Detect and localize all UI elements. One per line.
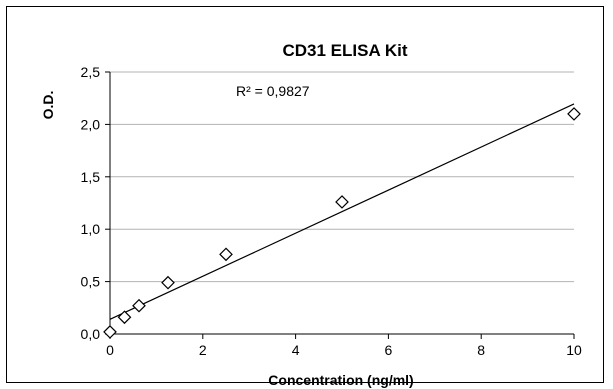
y-tick-label: 0,0 xyxy=(81,326,101,342)
data-point-diamond xyxy=(103,325,117,339)
trendline-layer xyxy=(109,103,575,320)
y-axis-label: O.D. xyxy=(40,91,56,120)
chart-title: CD31 ELISA Kit xyxy=(282,41,407,60)
x-tick-label: 8 xyxy=(477,342,485,358)
data-point-diamond xyxy=(132,298,146,313)
y-tick-label: 1,5 xyxy=(81,169,101,185)
r-squared-annotation: R² = 0,9827 xyxy=(236,83,310,99)
x-tick-label: 2 xyxy=(199,342,207,358)
y-tick-label: 0,5 xyxy=(81,274,101,290)
data-point-diamond xyxy=(219,247,233,262)
x-axis-label: Concentration (ng/ml) xyxy=(268,372,413,388)
x-tick-label: 10 xyxy=(566,342,582,358)
x-tick-label: 4 xyxy=(292,342,300,358)
data-point-diamond xyxy=(161,275,175,290)
data-point-diamond xyxy=(567,107,581,121)
data-point-diamond xyxy=(117,310,132,325)
data-point-diamond xyxy=(335,195,349,209)
ticks-layer: 0,0 0,5 1,0 1,5 2,0 2,5 0 2 4 6 8 10 xyxy=(81,64,582,358)
x-tick-label: 6 xyxy=(385,342,393,358)
grid-layer xyxy=(110,71,574,283)
y-tick-label: 2,5 xyxy=(81,64,101,80)
trendline xyxy=(109,103,575,320)
chart-frame xyxy=(6,6,604,383)
x-tick-label: 0 xyxy=(106,342,114,358)
axes-layer xyxy=(109,72,574,335)
points-layer xyxy=(103,107,581,339)
y-tick-label: 1,0 xyxy=(81,221,101,237)
y-tick-label: 2,0 xyxy=(81,116,101,132)
